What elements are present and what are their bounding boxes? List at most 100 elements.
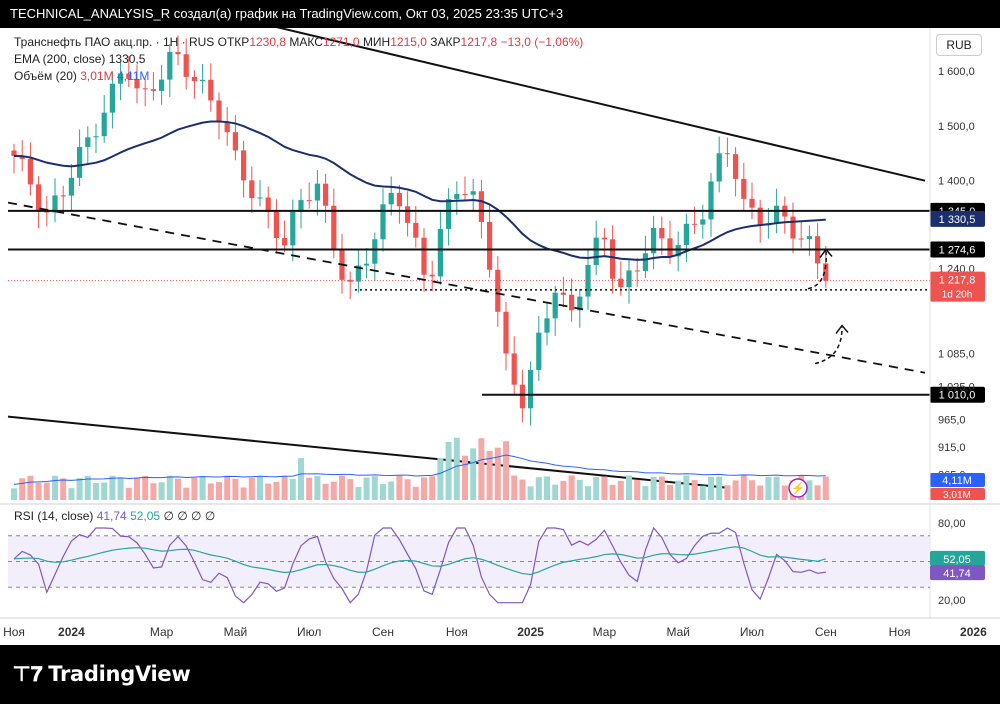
level-label-text: 1 274,6	[939, 245, 976, 257]
y-axis-tick: 1 085,0	[938, 349, 975, 361]
rsi-value: 41,74	[96, 509, 127, 523]
price-legend: Транснефть ПАО акц.пр. · 1Н · RUS ОТКР12…	[14, 34, 583, 85]
volume-bar	[675, 480, 682, 500]
tradingview-logo[interactable]: ⊤𝟕 TradingView	[12, 662, 191, 687]
x-axis-tick: Мар	[593, 625, 617, 639]
rsi-label: RSI (14, close)	[14, 509, 94, 523]
volume-bar	[363, 477, 370, 500]
candle-body	[232, 132, 238, 151]
candle-body	[118, 73, 124, 84]
candle-body	[683, 223, 689, 246]
volume-bar	[740, 475, 747, 500]
volume-ma-line	[13, 454, 826, 485]
rsi-settings-icons[interactable]: ∅ ∅ ∅ ∅	[163, 509, 216, 523]
candle-body	[421, 237, 427, 275]
low-value: 1215,0	[390, 35, 427, 49]
volume-bar	[93, 483, 99, 500]
x-axis-tick: Июл	[740, 625, 764, 639]
candle-body	[618, 278, 624, 288]
volume-last-label: 3,01M	[943, 490, 971, 501]
volume-bar	[347, 479, 354, 500]
volume-bar	[593, 477, 600, 500]
rsi-axis-tick: 20,00	[938, 595, 966, 607]
volume-bar	[667, 485, 673, 500]
candle-body	[610, 239, 616, 279]
volume-bar	[76, 478, 83, 500]
volume-bar	[494, 447, 501, 500]
candle-body	[36, 184, 42, 211]
candle-body	[601, 237, 607, 240]
candle-body	[134, 78, 140, 89]
volume-bar	[289, 478, 296, 500]
candle-body	[355, 265, 361, 282]
candle-body	[741, 178, 747, 199]
projection-arrow-2	[814, 327, 843, 365]
candle-body	[536, 332, 542, 370]
candle-body	[593, 237, 599, 266]
candle-body	[413, 222, 419, 238]
candle-body	[774, 205, 780, 224]
candle-body	[52, 195, 58, 213]
change-value: −13,0 (−1,06%)	[500, 35, 584, 49]
volume-bar	[355, 487, 362, 500]
volume-bar	[175, 478, 181, 500]
candle-body	[626, 270, 632, 288]
volume-bar	[27, 475, 34, 500]
projection-arrow-1	[807, 251, 827, 290]
volume-bar	[429, 476, 436, 500]
candle-body	[642, 253, 648, 272]
last-price-label: 1 217,8 1d 20h	[930, 271, 985, 302]
rsi-legend[interactable]: RSI (14, close) 41,74 52,05 ∅ ∅ ∅ ∅	[14, 509, 215, 523]
volume-bar	[552, 484, 559, 500]
volume-bar	[806, 480, 813, 500]
volume-bar	[371, 476, 378, 500]
currency-button[interactable]: RUB	[936, 34, 982, 56]
candle-body	[126, 73, 132, 79]
candle-body	[257, 197, 263, 199]
volume-bar	[380, 484, 386, 500]
volume-bar	[134, 478, 140, 500]
volume-row[interactable]: Объём (20) 3,01M 4,11M	[14, 68, 583, 85]
candle-body	[364, 263, 370, 266]
volume-bar	[388, 481, 395, 500]
candle-body	[634, 270, 640, 272]
candle-body	[306, 200, 312, 202]
candle-body	[749, 198, 755, 208]
volume-bar	[43, 482, 50, 500]
x-axis-tick: Мар	[150, 625, 174, 639]
x-axis-tick: Июл	[297, 625, 321, 639]
volume-bar	[683, 475, 690, 500]
candle-body	[109, 83, 115, 113]
projection-arrowhead-2	[835, 324, 849, 334]
volume-bar	[462, 455, 468, 500]
candle-body	[405, 206, 411, 223]
caption-text: TECHNICAL_ANALYSIS_R создал(а) график на…	[10, 6, 564, 21]
y-axis-tick: 915,0	[938, 442, 966, 454]
ema-label-text: 1 330,5	[939, 214, 976, 226]
brand-name: TradingView	[48, 662, 191, 686]
volume-bar	[699, 485, 706, 500]
candle-body	[716, 153, 722, 182]
x-axis-tick: Ноя	[446, 625, 468, 639]
volume-bar	[183, 487, 190, 500]
symbol-name[interactable]: Транснефть ПАО акц.пр. · 1Н · RUS	[14, 35, 215, 49]
candle-body	[470, 191, 476, 195]
lower-channel-line	[7, 415, 731, 489]
x-axis-tick: Сен	[815, 625, 837, 639]
volume-bar	[298, 458, 304, 500]
candle-body	[265, 197, 271, 212]
candle-body	[224, 122, 230, 133]
candle-body	[700, 219, 706, 225]
upper-channel-line	[276, 28, 926, 182]
candle-body	[282, 238, 288, 246]
volume-bar	[470, 448, 477, 500]
footer-bar: ⊤𝟕 TradingView	[0, 645, 1000, 704]
ema-price-label: 1 330,5	[930, 210, 985, 227]
volume-bar	[322, 483, 329, 500]
ema-row[interactable]: EMA (200, close) 1330,5	[14, 51, 583, 68]
volume-bar	[617, 480, 624, 500]
price-chart[interactable]: 1 345,01 274,61 201,01 010,01 600,01 500…	[0, 28, 1000, 645]
volume-bar	[724, 485, 731, 500]
candle-body	[528, 369, 534, 409]
volume-bar	[19, 478, 26, 500]
